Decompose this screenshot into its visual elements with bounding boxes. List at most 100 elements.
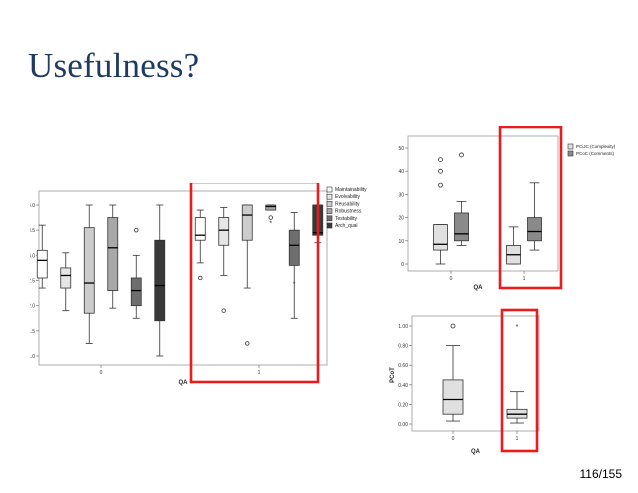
box-body	[288, 229, 300, 266]
y-tick-label: 2.0	[30, 304, 35, 310]
box-body	[194, 217, 206, 241]
extreme-marker: *	[516, 324, 519, 331]
box-maintainability-qa-1	[194, 209, 206, 281]
box-pcot-qa-0	[442, 323, 464, 422]
y-tick-label: 30	[398, 192, 404, 198]
outlier-marker	[268, 215, 273, 220]
box-body	[265, 204, 277, 211]
x-tick-label: 0	[100, 370, 103, 376]
legend-swatch	[326, 186, 333, 193]
outlier-marker	[245, 341, 250, 346]
box-testability-qa-1: *	[288, 212, 300, 319]
y-tick-label: 20	[398, 216, 404, 222]
legend-swatch	[326, 201, 333, 207]
box-arch-qual-qa-0	[154, 204, 166, 357]
extreme-marker: *	[293, 281, 296, 288]
outlier-marker	[459, 152, 464, 158]
y-axis-label: PCoT	[390, 367, 396, 383]
box-pcoc-comments--qa-1	[527, 182, 542, 251]
y-tick-label: 3.5	[30, 228, 35, 234]
y-tick-label: 1.0	[30, 354, 35, 360]
outlier-marker	[438, 168, 443, 174]
box-pcijc-complexity--qa-0	[433, 157, 448, 265]
slide-title: Usefulness?	[28, 46, 200, 85]
plot-frame	[411, 315, 540, 432]
box-body	[454, 212, 469, 242]
legend-label: Arch_qual	[335, 223, 358, 229]
x-axis-label: QA	[474, 285, 484, 291]
x-tick-label: 1	[516, 436, 519, 442]
box-body	[442, 379, 464, 415]
y-tick-label: 10	[398, 239, 404, 245]
box-body	[83, 227, 95, 314]
y-tick-label: 0.00	[398, 422, 408, 428]
legend-swatch	[326, 215, 333, 222]
legend-label: PCoC (Comments)	[576, 151, 615, 156]
legend-label: Testability	[335, 216, 357, 222]
box-body	[154, 239, 166, 322]
legend-label: Reusability	[335, 201, 360, 207]
y-tick-label: 0.60	[398, 363, 408, 369]
outlier-marker	[221, 308, 226, 313]
y-tick-label: 2.5	[30, 279, 35, 285]
legend-swatch	[326, 193, 333, 200]
page-number: 116/155	[579, 467, 623, 481]
legend-label: Evolvability	[335, 194, 361, 200]
box-body	[107, 217, 119, 291]
box-testability-qa-0	[130, 227, 142, 319]
box-maintainability-qa-0	[36, 224, 48, 289]
legend-swatch	[567, 150, 574, 157]
box-body	[130, 277, 142, 307]
legend-label: PCiJC (Complexity)	[576, 144, 616, 149]
box-reusability-qa-0	[83, 204, 95, 344]
box-robustness-qa-1: *	[265, 204, 277, 228]
x-tick-label: 0	[450, 276, 453, 282]
y-tick-label: 1.5	[30, 329, 35, 335]
x-tick-label: 0	[452, 436, 455, 442]
highlight-box-qa-1	[498, 126, 563, 290]
y-tick-label: 0.80	[398, 344, 408, 350]
outlier-marker	[134, 227, 139, 233]
highlight-box-qa-1	[500, 308, 539, 453]
quality-attributes-boxplot: 1.01.52.02.53.03.54.001QA***Maintainabil…	[30, 183, 367, 386]
legend-swatch	[567, 143, 574, 150]
box-body	[36, 249, 48, 279]
y-tick-label: 40	[398, 169, 404, 175]
x-tick-label: 1	[258, 370, 261, 376]
x-tick-label: 1	[523, 276, 526, 282]
box-body	[241, 204, 253, 241]
y-tick-label: 4.0	[30, 203, 35, 209]
pcot-boxplot: 0.00 0.20 0.40 0.60 0.80 1.00 0 1 QA PCoT *	[390, 308, 540, 455]
box-pcot-qa-1: *	[506, 324, 528, 424]
box-pcijc-complexity--qa-1	[506, 226, 521, 265]
box-body	[527, 217, 542, 242]
box-robustness-qa-0	[107, 204, 119, 309]
outlier-marker	[450, 323, 456, 329]
box-body	[218, 217, 230, 246]
highlight-box-qa-1	[189, 183, 320, 384]
outlier-marker	[438, 182, 443, 188]
x-axis-label: QA	[179, 380, 189, 386]
box-reusability-qa-1	[241, 204, 253, 346]
legend-label: Maintainability	[335, 187, 367, 193]
extreme-marker: *	[269, 221, 272, 228]
box-evolvability-qa-0	[60, 252, 72, 312]
x-axis-label: QA	[471, 449, 481, 455]
outlier-marker	[198, 275, 203, 281]
plot-frame	[38, 190, 328, 366]
plot-frame	[407, 135, 559, 272]
box-pcoc-comments--qa-0	[454, 152, 469, 246]
pcijc-pcoc-boxplot: 0 10 20 30 40 50 0 1 QA PCiJC (Complexity) PCoC (C…	[398, 126, 616, 291]
y-tick-label: 1.00	[398, 324, 408, 330]
box-body	[60, 267, 72, 289]
legend-swatch	[326, 208, 333, 214]
y-tick-label: 0.20	[398, 402, 408, 408]
y-tick-label: 50	[398, 146, 404, 152]
y-tick-label: 0	[401, 262, 404, 268]
outlier-marker	[438, 157, 443, 162]
legend-label: Robustness	[335, 209, 362, 215]
box-body	[433, 224, 448, 251]
legend-swatch	[326, 222, 333, 229]
y-tick-label: 0.40	[398, 383, 408, 389]
y-tick-label: 3.0	[30, 253, 35, 259]
